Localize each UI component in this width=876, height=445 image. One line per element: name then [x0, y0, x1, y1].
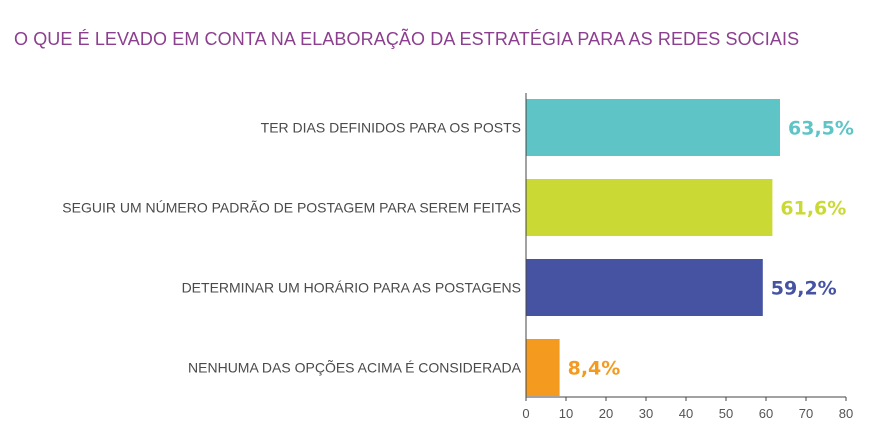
value-label-1: 61,6% — [780, 198, 846, 220]
x-tick-label-5: 50 — [719, 406, 733, 421]
value-label-2: 59,2% — [771, 278, 837, 300]
category-label-3: NENHUMA DAS OPÇÕES ACIMA É CONSIDERADA — [188, 360, 522, 376]
x-tick-label-7: 70 — [799, 406, 813, 421]
bar-0 — [526, 99, 780, 156]
x-tick-label-2: 20 — [599, 406, 613, 421]
category-labels-layer: TER DIAS DEFINIDOS PARA OS POSTS SEGUIR U… — [62, 120, 521, 376]
x-tick-label-6: 60 — [759, 406, 773, 421]
bars-layer — [526, 99, 780, 396]
category-label-0: TER DIAS DEFINIDOS PARA OS POSTS — [261, 120, 521, 136]
x-tick-label-0: 0 — [522, 406, 529, 421]
chart-title: O QUE É LEVADO EM CONTA NA ELABORAÇÃO DA… — [14, 29, 800, 49]
x-tick-label-1: 10 — [559, 406, 573, 421]
value-label-0: 63,5% — [788, 118, 854, 140]
bar-3 — [526, 339, 560, 396]
x-tick-label-8: 80 — [839, 406, 853, 421]
bar-1 — [526, 179, 773, 236]
category-label-1: SEGUIR UM NÚMERO PADRÃO DE POSTAGEM PARA… — [62, 200, 521, 216]
value-label-3: 8,4% — [568, 358, 621, 380]
value-labels-layer: 63,5% 61,6% 59,2% 8,4% — [568, 118, 854, 380]
x-tick-label-4: 40 — [679, 406, 693, 421]
bar-2 — [526, 259, 763, 316]
category-label-2: DETERMINAR UM HORÁRIO PARA AS POSTAGENS — [182, 280, 521, 296]
x-axis: 0 10 20 30 40 50 60 70 80 — [522, 93, 853, 421]
x-tick-label-3: 30 — [639, 406, 653, 421]
